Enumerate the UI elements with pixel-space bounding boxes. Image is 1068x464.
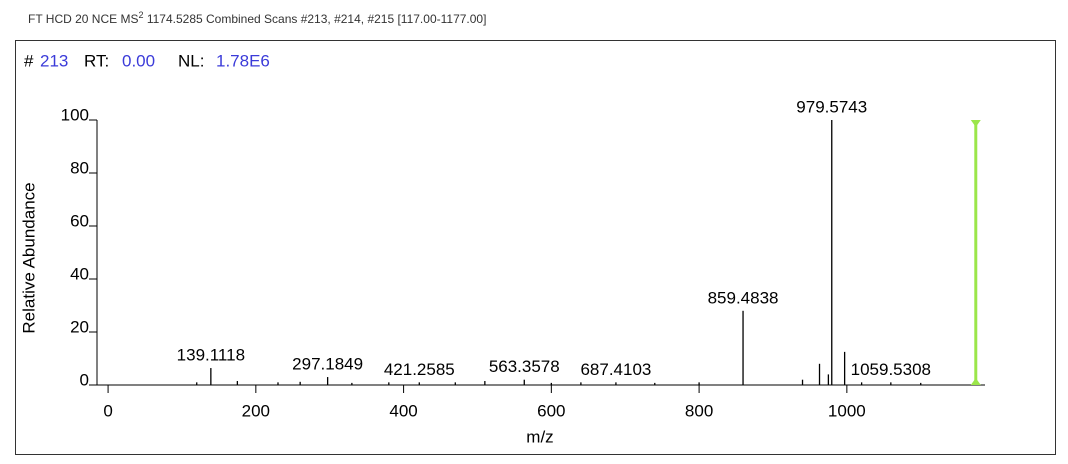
title-sup: 2 [138,10,144,20]
x-axis-label: m/z [526,427,553,446]
rt-label: RT: [84,51,109,70]
title-rest: 1174.5285 Combined Scans #213, #214, #21… [146,12,487,26]
precursor-cap-top [970,120,981,127]
nl-label: NL: [178,51,204,70]
title-main: FT HCD 20 NCE MS [28,12,139,26]
peak-label: 139.1118 [177,346,245,365]
peak-label: 421.2585 [384,360,455,379]
y-tick-label: 0 [80,370,89,389]
x-tick-label: 800 [685,401,713,420]
scan-header: FT HCD 20 NCE MS2 1174.5285 Combined Sca… [28,10,486,26]
scan-value: 213 [40,51,68,70]
nl-value: 1.78E6 [216,51,270,70]
x-tick-label: 400 [389,401,417,420]
y-tick-label: 20 [70,317,89,336]
frame [15,40,1056,455]
x-tick-label: 0 [103,401,112,420]
peak-label: 859.4838 [708,288,779,307]
rt-value: 0.00 [122,51,155,70]
y-tick-label: 40 [70,264,89,283]
peak-label: 563.3578 [489,357,560,376]
precursor-cap-bottom [970,378,981,385]
y-axis-label: Relative Abundance [19,182,38,333]
x-tick-label: 1000 [828,401,866,420]
scan-label: # [24,51,34,70]
y-tick-label: 100 [61,105,89,124]
x-tick-label: 200 [242,401,270,420]
peak-label: 297.1849 [292,355,363,374]
y-tick-label: 80 [70,158,89,177]
peak-label: 979.5743 [796,97,867,116]
peak-label: 687.4103 [580,360,651,379]
peak-label: 1059.5308 [851,360,931,379]
y-tick-label: 60 [70,211,89,230]
x-tick-label: 600 [537,401,565,420]
